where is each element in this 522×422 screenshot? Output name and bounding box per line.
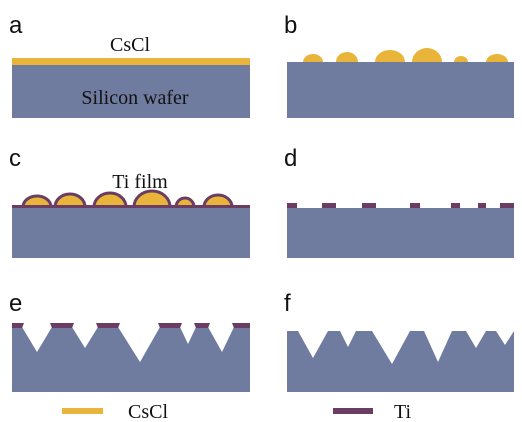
panel-label: b <box>284 12 297 39</box>
ti-mask <box>12 323 250 328</box>
panel-label: c <box>9 145 21 172</box>
legend-label: Ti <box>394 401 412 422</box>
wafer <box>287 208 514 258</box>
cscl-layer <box>12 58 250 65</box>
wafer <box>12 208 250 258</box>
panel-label: f <box>284 290 291 317</box>
ti-mask <box>287 203 514 208</box>
etched-wafer <box>12 327 250 392</box>
etched-wafer <box>287 331 514 392</box>
legend-label: CsCl <box>128 401 168 422</box>
panel-label: a <box>9 12 23 39</box>
panel-label: d <box>284 145 297 172</box>
annotation: Silicon wafer <box>81 87 189 109</box>
annotation: CsCl <box>110 34 150 56</box>
ti-film <box>12 205 250 208</box>
wafer <box>287 62 514 118</box>
annotation: Ti film <box>112 171 168 193</box>
panel-label: e <box>9 290 22 317</box>
legend-swatch <box>62 408 103 414</box>
diagram: a CsCl Silicon wafer b c Ti film d e <box>0 0 522 422</box>
legend-swatch <box>333 408 373 414</box>
